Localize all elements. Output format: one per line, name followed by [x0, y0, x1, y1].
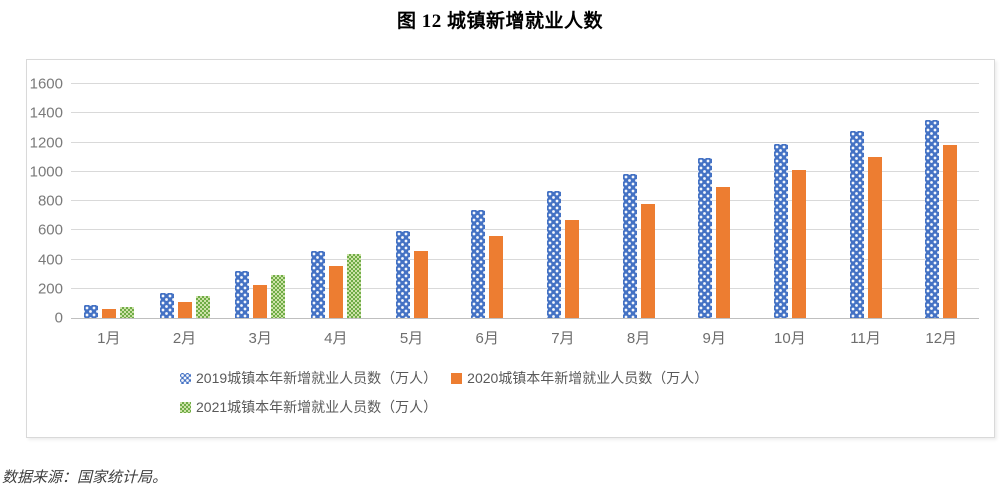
bar-series3-2月: [195, 296, 210, 318]
x-tick-label: 4月: [324, 330, 348, 347]
bar-group-3月: [222, 84, 298, 318]
data-source-note: 数据来源：国家统计局。: [2, 469, 168, 486]
bar-series2-6月: [489, 235, 504, 318]
bar-series3-1月: [119, 306, 134, 318]
bar-series1-6月: [471, 210, 486, 318]
bar-group-9月: [676, 84, 752, 318]
y-tick-label: 800: [37, 192, 63, 210]
legend-label: 2019城镇本年新增就业人员数（万人）: [196, 370, 438, 386]
bar-group-7月: [525, 84, 601, 318]
y-tick-label: 400: [37, 251, 63, 268]
bar-group-1月: [71, 84, 147, 318]
bar-series2-3月: [253, 284, 268, 318]
legend-item-2020: 2020城镇本年新增就业人员数（万人）: [451, 368, 708, 388]
bar-group-10月: [752, 84, 828, 318]
bar-group-6月: [449, 84, 525, 318]
bar-series1-2月: [159, 292, 174, 318]
bar-series3-3月: [271, 274, 286, 318]
y-tick-label: 600: [37, 221, 63, 239]
legend: 2019城镇本年新增就业人员数（万人） 2020城镇本年新增就业人员数（万人） 20…: [180, 368, 870, 417]
y-tick-label: 1600: [29, 75, 63, 93]
gridline: [71, 83, 979, 84]
bar-group-8月: [601, 84, 677, 318]
bar-series2-11月: [867, 157, 882, 318]
bar-series1-11月: [849, 130, 864, 318]
bar-group-12月: [903, 84, 979, 318]
bar-series1-1月: [83, 305, 98, 318]
bar-series2-2月: [177, 302, 192, 318]
bar-series2-1月: [101, 308, 116, 318]
x-tick-label: 7月: [551, 330, 575, 347]
gridline: [71, 112, 979, 114]
gridline: [71, 200, 979, 201]
bar-series1-10月: [773, 143, 788, 318]
x-tick-label: 2月: [172, 330, 197, 347]
plot-area: [71, 83, 979, 319]
y-tick-label: 1000: [29, 163, 63, 181]
legend-marker-icon: [180, 372, 191, 384]
y-tick-label: 200: [37, 280, 63, 298]
x-tick-label: 8月: [626, 330, 651, 347]
gridline: [71, 229, 979, 231]
gridline: [71, 170, 979, 172]
legend-item-2021: 2021城镇本年新增就业人员数（万人）: [180, 397, 437, 417]
bar-series1-3月: [235, 270, 250, 318]
bar-series1-8月: [622, 174, 637, 318]
gridline: [71, 258, 979, 260]
bar-group-2月: [147, 84, 223, 318]
chart-frame: 0 200 400 600 800 1000 1200 1400 1600 1月 2月 3月 4月 5月…: [26, 59, 995, 438]
bar-group-5月: [374, 84, 450, 318]
y-tick-label: 1400: [29, 104, 63, 122]
y-tick-label: 1200: [29, 134, 63, 151]
bar-series2-8月: [640, 203, 655, 318]
bar-series1-5月: [395, 230, 410, 318]
legend-marker-icon: [451, 372, 463, 384]
bar-series2-5月: [413, 250, 428, 318]
bars-container: [71, 84, 979, 318]
y-axis: 0 200 400 600 800 1000 1200 1400 1600: [27, 76, 63, 327]
bar-group-11月: [828, 84, 904, 318]
bar-series1-7月: [546, 191, 561, 318]
y-tick-label: 0: [54, 309, 63, 327]
legend-label: 2021城镇本年新增就业人员数（万人）: [196, 399, 438, 415]
x-tick-label: 3月: [248, 330, 272, 347]
gridline: [71, 287, 979, 289]
legend-label: 2020城镇本年新增就业人员数（万人）: [467, 370, 709, 386]
x-tick-label: 12月: [925, 330, 958, 347]
bar-series1-4月: [310, 250, 325, 318]
x-tick-label: 6月: [475, 330, 499, 347]
gridline: [71, 141, 979, 143]
bar-series1-9月: [698, 157, 713, 318]
chart-title: 图 12 城镇新增就业人数: [396, 11, 603, 32]
x-tick-label: 5月: [399, 330, 424, 347]
x-tick-label: 9月: [702, 330, 726, 347]
bar-series3-4月: [346, 254, 361, 318]
bar-series2-10月: [791, 170, 806, 318]
legend-marker-icon: [180, 401, 191, 413]
bar-group-4月: [298, 84, 374, 318]
bar-series1-12月: [925, 120, 940, 318]
x-axis: 1月 2月 3月 4月 5月 6月 7月 8月 9月 10月 11月 12月: [71, 327, 979, 348]
bar-series2-7月: [564, 219, 579, 318]
x-tick-label: 1月: [97, 330, 121, 347]
bar-series2-12月: [943, 144, 958, 318]
bar-series2-4月: [328, 266, 343, 318]
legend-item-2019: 2019城镇本年新增就业人员数（万人）: [180, 368, 437, 388]
bar-series2-9月: [716, 186, 731, 318]
x-tick-label: 11月: [850, 330, 881, 347]
x-tick-label: 10月: [774, 330, 806, 347]
